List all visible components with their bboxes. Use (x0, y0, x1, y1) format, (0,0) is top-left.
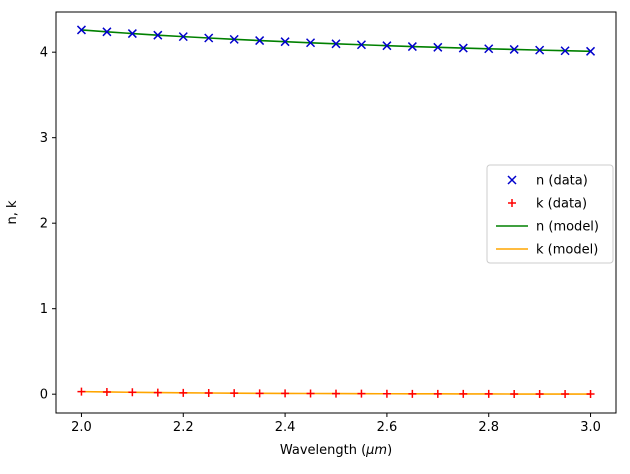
legend-label: n (data) (536, 174, 588, 189)
marker-x (433, 42, 443, 52)
marker-x (458, 43, 468, 53)
y-tick-label: 2 (40, 217, 48, 232)
y-tick-label: 0 (40, 388, 48, 403)
marker-+ (179, 388, 188, 397)
marker-+ (128, 388, 137, 397)
marker-x (255, 36, 265, 46)
x-tick-label: 2.4 (275, 420, 296, 435)
marker-+ (255, 389, 264, 398)
legend-frame (486, 164, 614, 264)
marker-+ (408, 389, 417, 398)
y-tick-label: 1 (40, 302, 48, 317)
marker-x (229, 34, 239, 44)
marker-+ (306, 389, 315, 398)
marker-x (535, 45, 545, 55)
marker-+ (281, 389, 290, 398)
marker-+ (77, 387, 86, 396)
marker-+ (510, 390, 519, 399)
marker-+ (204, 388, 213, 397)
marker-x (204, 33, 214, 43)
x-tick-label: 2.6 (377, 420, 398, 435)
marker-x (331, 39, 341, 49)
series-scatter-n--data- (76, 25, 596, 56)
marker-+ (535, 390, 544, 399)
marker-+ (102, 387, 111, 396)
marker-x (509, 44, 519, 54)
legend-marker-sample (508, 199, 516, 207)
marker-x (153, 30, 163, 40)
marker-+ (484, 389, 493, 398)
y-axis-label: n, k (5, 200, 20, 225)
marker-+ (382, 389, 391, 398)
x-tick-label: 2.0 (71, 420, 92, 435)
marker-+ (459, 389, 468, 398)
series-scatter-k--data- (77, 387, 595, 399)
marker-+ (153, 388, 162, 397)
marker-x (280, 37, 290, 47)
marker-+ (332, 389, 340, 398)
marker-x (382, 41, 392, 51)
marker-x (102, 27, 112, 37)
x-tick-label: 2.2 (173, 420, 194, 435)
marker-+ (357, 389, 366, 398)
marker-x (127, 29, 137, 39)
marker-+ (433, 389, 442, 398)
marker-+ (561, 390, 570, 399)
marker-x (76, 25, 86, 35)
marker-+ (230, 389, 239, 398)
marker-x (407, 42, 417, 52)
marker-+ (586, 390, 595, 399)
legend-label: n (model) (536, 220, 599, 235)
y-tick-label: 4 (40, 46, 48, 61)
marker-x (560, 46, 570, 56)
marker-x (306, 38, 316, 48)
marker-x (484, 44, 494, 54)
marker-x (356, 40, 366, 50)
marker-x (178, 32, 188, 42)
y-tick-label: 3 (40, 131, 48, 146)
x-axis-label: Wavelength (μm) (280, 443, 392, 458)
x-tick-label: 2.8 (478, 420, 499, 435)
legend (486, 164, 614, 264)
legend-marker-sample (507, 175, 517, 185)
x-tick-label: 3.0 (580, 420, 601, 435)
marker-x (586, 46, 596, 56)
legend-label: k (data) (536, 197, 587, 212)
legend-label: k (model) (536, 243, 598, 258)
